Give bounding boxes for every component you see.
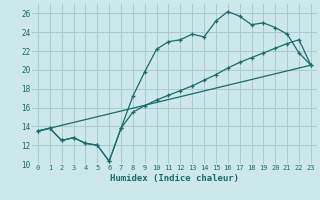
X-axis label: Humidex (Indice chaleur): Humidex (Indice chaleur) bbox=[110, 174, 239, 183]
